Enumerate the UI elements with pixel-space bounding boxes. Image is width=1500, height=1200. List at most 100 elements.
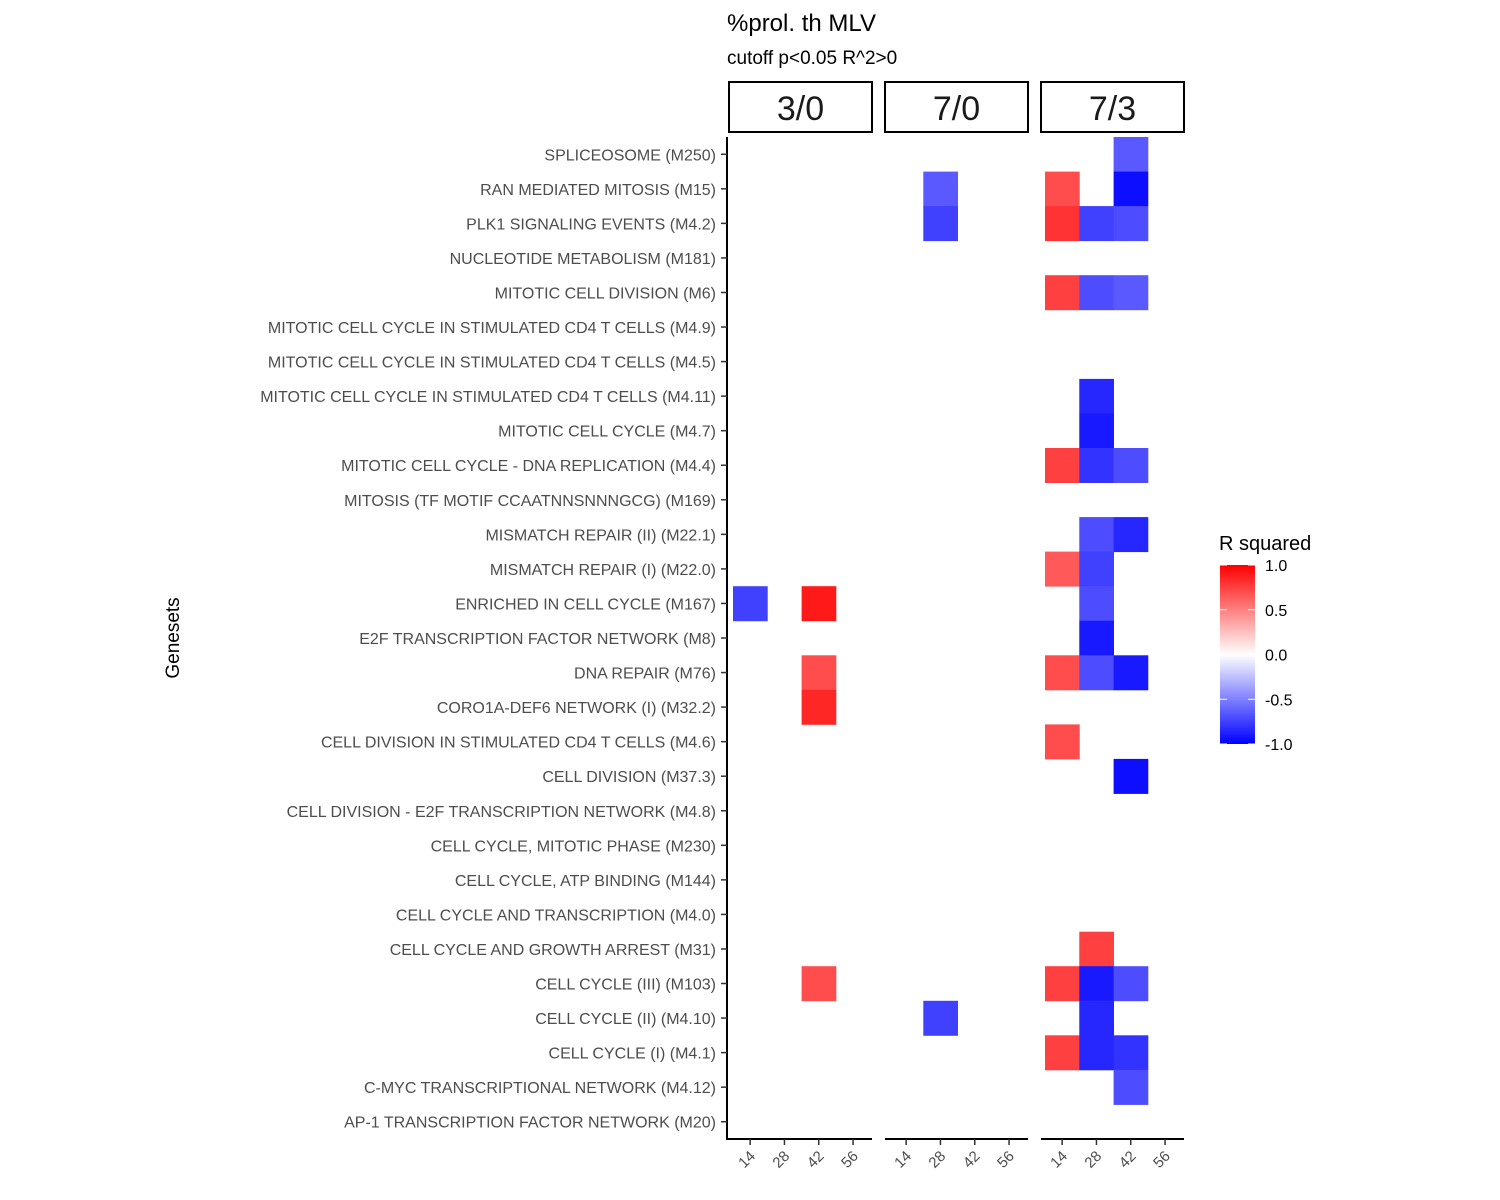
- y-tick-label: MISMATCH REPAIR (II) (M22.1): [485, 527, 716, 544]
- heatmap-cell: [1113, 206, 1149, 242]
- x-tick-labels: 14 28 42 56 14 28 42 56 14 28 42 56: [735, 1148, 1174, 1172]
- y-tick-label: MITOTIC CELL CYCLE (M4.7): [498, 424, 716, 441]
- heatmap-cell: [1045, 966, 1080, 1002]
- heatmap-cell: [1045, 275, 1080, 311]
- heatmap-cell: [1079, 378, 1114, 414]
- heatmap-cell: [923, 171, 958, 207]
- y-tick-label: CELL DIVISION IN STIMULATED CD4 T CELLS …: [321, 735, 716, 752]
- heatmap-cell: [1079, 275, 1114, 311]
- heatmap-cell: [1113, 1069, 1149, 1105]
- legend-tick-label: -1.0: [1265, 737, 1293, 754]
- heatmap-cell: [1079, 413, 1114, 449]
- heatmap-cell: [1045, 724, 1080, 760]
- legend-ticks: 1.0 0.5 0.0 -0.5 -1.0: [1220, 558, 1293, 754]
- y-tick-label: CELL CYCLE AND GROWTH ARREST (M31): [390, 942, 716, 959]
- y-tick-label: NUCLEOTIDE METABOLISM (M181): [450, 251, 716, 268]
- heatmap-cell: [801, 966, 837, 1002]
- heatmap-cell: [1079, 655, 1114, 691]
- heatmap-cell: [1079, 551, 1114, 587]
- y-tick-label: MITOTIC CELL CYCLE IN STIMULATED CD4 T C…: [260, 389, 716, 406]
- facet-label-2: 7/3: [1089, 90, 1136, 128]
- heatmap-cell: [1079, 206, 1114, 242]
- legend-tick-label: -0.5: [1265, 692, 1293, 709]
- heatmap-cell: [1079, 1035, 1114, 1071]
- y-tick-label: CORO1A-DEF6 NETWORK (I) (M32.2): [437, 700, 716, 717]
- heatmap-cell: [1079, 620, 1114, 656]
- x-tick-label: 14: [891, 1148, 915, 1172]
- facet-strip-0: [728, 81, 873, 133]
- x-tick-label: 14: [1047, 1148, 1071, 1172]
- heatmap-cell: [1045, 448, 1080, 483]
- legend-title: R squared: [1219, 533, 1311, 555]
- y-tick-label: CELL DIVISION - E2F TRANSCRIPTION NETWOR…: [287, 804, 716, 821]
- legend-tick-label: 0.0: [1265, 648, 1287, 665]
- heatmap-cell: [923, 1000, 958, 1036]
- y-tick-label: CELL CYCLE (II) (M4.10): [535, 1011, 716, 1028]
- y-tick-label: MITOSIS (TF MOTIF CCAATNNSNNNGCG) (M169): [344, 493, 716, 510]
- x-tick-label: 42: [1116, 1148, 1140, 1172]
- y-axis-title: Genesets: [163, 597, 184, 678]
- y-tick-labels: SPLICEOSOME (M250) RAN MEDIATED MITOSIS (…: [260, 147, 716, 1131]
- heatmap-cell: [1113, 966, 1149, 1002]
- y-tick-label: SPLICEOSOME (M250): [544, 147, 716, 164]
- heatmap-cell: [1079, 931, 1114, 967]
- heatmap-cell: [1045, 171, 1080, 207]
- heatmap-cell: [801, 655, 837, 691]
- legend: R squared 1.0 0.5 0.0 -0.5 -1.0: [1219, 533, 1311, 754]
- y-tick-label: C-MYC TRANSCRIPTIONAL NETWORK (M4.12): [364, 1080, 716, 1097]
- x-tick-label: 56: [994, 1148, 1018, 1172]
- heatmap-cell: [1113, 171, 1149, 207]
- heatmap-cell: [1045, 1035, 1080, 1071]
- y-tick-label: AP-1 TRANSCRIPTION FACTOR NETWORK (M20): [344, 1115, 716, 1132]
- y-tick-label: MISMATCH REPAIR (I) (M22.0): [490, 562, 716, 579]
- heatmap-cell: [1113, 655, 1149, 691]
- y-tick-label: CELL DIVISION (M37.3): [542, 769, 716, 786]
- heatmap-cell: [1113, 275, 1149, 311]
- x-tick-label: 28: [925, 1148, 949, 1172]
- y-tick-label: CELL CYCLE, ATP BINDING (M144): [455, 873, 716, 890]
- x-tick-label: 42: [804, 1148, 828, 1172]
- heatmap-cell: [801, 689, 837, 725]
- y-tick-label: DNA REPAIR (M76): [574, 666, 716, 683]
- y-tick-label: CELL CYCLE (I) (M4.1): [549, 1046, 716, 1063]
- heatmap-cell: [923, 206, 958, 242]
- heatmap-cell: [1113, 137, 1149, 172]
- y-tick-label: MITOTIC CELL CYCLE - DNA REPLICATION (M4…: [341, 458, 716, 475]
- x-tick-label: 42: [960, 1148, 984, 1172]
- heatmap-cell: [1079, 517, 1114, 553]
- heatmap-cell: [1079, 448, 1114, 483]
- y-tick-label: CELL CYCLE, MITOTIC PHASE (M230): [431, 838, 716, 855]
- x-tick-label: 56: [838, 1148, 862, 1172]
- legend-tick-label: 1.0: [1265, 558, 1287, 575]
- x-tick-label: 56: [1150, 1148, 1174, 1172]
- heatmap-cells: [733, 137, 1149, 1105]
- y-tick-label: E2F TRANSCRIPTION FACTOR NETWORK (M8): [359, 631, 716, 648]
- legend-tick-label: 0.5: [1265, 603, 1287, 620]
- heatmap-cell: [1045, 551, 1080, 587]
- y-tick-label: MITOTIC CELL CYCLE IN STIMULATED CD4 T C…: [268, 320, 716, 337]
- facet-strip-1: [884, 81, 1029, 133]
- heatmap-cell: [1079, 586, 1114, 622]
- axes: [721, 137, 1184, 1145]
- facet-strips: 3/0 7/0 7/3: [728, 81, 1185, 133]
- heatmap-cell: [1045, 206, 1080, 242]
- x-tick-label: 28: [769, 1148, 793, 1172]
- heatmap-cell: [1113, 758, 1149, 794]
- y-tick-label: CELL CYCLE (III) (M103): [535, 977, 716, 994]
- facet-label-1: 7/0: [933, 90, 980, 128]
- heatmap-cell: [733, 586, 768, 622]
- y-tick-label: CELL CYCLE AND TRANSCRIPTION (M4.0): [396, 907, 716, 924]
- y-tick-label: RAN MEDIATED MITOSIS (M15): [480, 182, 716, 199]
- chart-title: %prol. th MLV: [727, 10, 876, 37]
- facet-label-0: 3/0: [777, 90, 824, 128]
- facet-strip-2: [1040, 81, 1185, 133]
- heatmap-cell: [801, 586, 837, 622]
- y-tick-label: ENRICHED IN CELL CYCLE (M167): [455, 596, 716, 613]
- y-tick-label: MITOTIC CELL DIVISION (M6): [495, 285, 716, 302]
- y-tick-label: PLK1 SIGNALING EVENTS (M4.2): [466, 216, 716, 233]
- x-tick-label: 28: [1081, 1148, 1105, 1172]
- x-tick-label: 14: [735, 1148, 759, 1172]
- heatmap-cell: [1045, 655, 1080, 691]
- heatmap-cell: [1113, 448, 1149, 483]
- heatmap-cell: [1079, 966, 1114, 1002]
